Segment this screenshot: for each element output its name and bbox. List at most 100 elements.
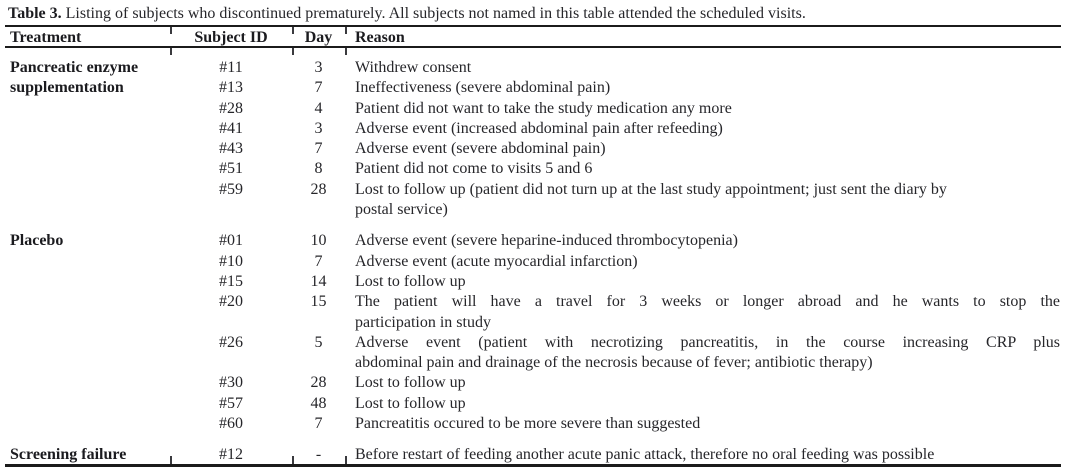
column-tick bbox=[345, 456, 347, 464]
table-row: #10 7 Adverse event (acute myocardial infa… bbox=[0, 252, 1061, 272]
day-cell: 14 bbox=[310, 272, 327, 290]
reason-cell: Patient did not come to visits 5 and 6 bbox=[345, 159, 1061, 179]
reason-cell: Lost to follow up bbox=[345, 272, 1061, 292]
table-row: #41 3 Adverse event (increased abdominal p… bbox=[0, 119, 1061, 139]
treatment-cell-spacer bbox=[0, 272, 170, 292]
day-cell: 28 bbox=[310, 180, 327, 198]
column-header-reason: Reason bbox=[355, 29, 405, 46]
reason-line: postal service) bbox=[355, 201, 448, 219]
day-cell: 8 bbox=[314, 160, 323, 178]
table-row: #26 5 Adverse event (patient with necrotiz… bbox=[0, 333, 1061, 374]
reason-line: Lost to follow up bbox=[355, 394, 466, 412]
reason-line: Patient did not want to take the study m… bbox=[355, 99, 732, 117]
table-row: #51 8 Patient did not come to visits 5 and… bbox=[0, 159, 1061, 179]
reason-cell: Lost to follow up bbox=[345, 394, 1061, 414]
subject-id-cell: #26 bbox=[219, 333, 243, 351]
column-tick bbox=[292, 48, 294, 55]
reason-cell: The patient will have a travel for 3 wee… bbox=[345, 292, 1061, 333]
subject-id-cell: #13 bbox=[219, 79, 243, 97]
day-cell: 7 bbox=[314, 252, 323, 270]
subject-id-cell: #10 bbox=[219, 252, 243, 270]
subject-id-cell: #59 bbox=[219, 180, 243, 198]
subject-id-cell: #28 bbox=[219, 99, 243, 117]
subject-id-cell: #51 bbox=[219, 160, 243, 178]
subject-id-cell: #20 bbox=[219, 293, 243, 311]
reason-cell: Adverse event (patient with necrotizing … bbox=[345, 333, 1061, 374]
table-row: #43 7 Adverse event (severe abdominal pain… bbox=[0, 139, 1061, 159]
reason-line: The patient will have a travel for 3 wee… bbox=[355, 293, 1060, 311]
column-header-day: Day bbox=[304, 29, 333, 46]
day-cell: - bbox=[315, 446, 322, 464]
column-tick bbox=[292, 27, 294, 34]
subject-id-cell: #41 bbox=[219, 119, 243, 137]
table-row: #59 28 Lost to follow up (patient did not … bbox=[0, 180, 1061, 221]
treatment-cell-spacer bbox=[0, 119, 170, 139]
reason-cell: Adverse event (increased abdominal pain … bbox=[345, 119, 1061, 139]
reason-cell: Adverse event (severe abdominal pain) bbox=[345, 139, 1061, 159]
reason-line: Pancreatitis occured to be more severe t… bbox=[355, 415, 701, 433]
column-tick bbox=[345, 48, 347, 55]
reason-cell: Before restart of feeding another acute … bbox=[345, 445, 1061, 465]
caption-rule bbox=[5, 25, 1061, 27]
reason-cell: Pancreatitis occured to be more severe t… bbox=[345, 414, 1061, 434]
reason-cell: Adverse event (acute myocardial infarcti… bbox=[345, 252, 1061, 272]
reason-line: Patient did not come to visits 5 and 6 bbox=[355, 160, 593, 178]
bottom-rule bbox=[5, 464, 1061, 467]
reason-cell: Adverse event (severe heparine-induced t… bbox=[345, 231, 1061, 251]
day-cell: 48 bbox=[310, 394, 327, 412]
treatment-cell-spacer bbox=[0, 414, 170, 434]
treatment-cell-spacer bbox=[0, 99, 170, 119]
reason-line: Adverse event (acute myocardial infarcti… bbox=[355, 252, 638, 270]
day-cell: 3 bbox=[314, 119, 323, 137]
subject-id-cell: #15 bbox=[219, 272, 243, 290]
table-row: #60 7 Pancreatitis occured to be more seve… bbox=[0, 414, 1061, 434]
treatment-cell-spacer bbox=[0, 333, 170, 374]
treatment-section: Screening failure #12 - Before restart of f… bbox=[0, 445, 1061, 465]
reason-line: Before restart of feeding another acute … bbox=[355, 446, 935, 464]
treatment-cell-spacer bbox=[0, 180, 170, 221]
table-row: #01 10 Adverse event (severe heparine-indu… bbox=[0, 231, 1061, 251]
table-row: #13 7 Ineffectiveness (severe abdominal pa… bbox=[0, 78, 1061, 98]
reason-cell: Lost to follow up bbox=[345, 373, 1061, 393]
day-cell: 15 bbox=[310, 293, 327, 311]
treatment-cell-spacer bbox=[0, 159, 170, 179]
column-tick bbox=[292, 456, 294, 464]
day-cell: 3 bbox=[314, 59, 323, 76]
table-caption-text: Listing of subjects who discontinued pre… bbox=[65, 5, 806, 22]
table-row: #12 - Before restart of feeding another ac… bbox=[0, 445, 1061, 465]
treatment-cell-spacer bbox=[0, 373, 170, 393]
day-cell: 7 bbox=[314, 79, 323, 97]
table-header-row: Treatment Subject ID Day Reason bbox=[0, 29, 1061, 47]
subject-id-cell: #60 bbox=[219, 415, 243, 433]
reason-line: Adverse event (increased abdominal pain … bbox=[355, 119, 723, 137]
table-body: Pancreatic enzyme supplementation #11 3 Wit… bbox=[0, 47, 1061, 466]
reason-line: participation in study bbox=[355, 313, 491, 331]
table-row: #15 14 Lost to follow up bbox=[0, 272, 1061, 292]
treatment-cell-spacer bbox=[0, 394, 170, 414]
day-cell: 4 bbox=[314, 99, 323, 117]
day-cell: 7 bbox=[314, 415, 323, 433]
reason-line: Adverse event (severe abdominal pain) bbox=[355, 140, 606, 158]
reason-line: Lost to follow up bbox=[355, 374, 466, 392]
reason-line: Lost to follow up bbox=[355, 272, 466, 290]
subject-id-cell: #57 bbox=[219, 394, 243, 412]
treatment-label: Screening failure bbox=[10, 446, 127, 464]
subject-id-cell: #11 bbox=[219, 59, 243, 76]
reason-line: Ineffectiveness (severe abdominal pain) bbox=[355, 79, 611, 97]
subject-id-cell: #43 bbox=[219, 140, 243, 158]
reason-line: Adverse event (severe heparine-induced t… bbox=[355, 232, 738, 250]
table-row: #30 28 Lost to follow up bbox=[0, 373, 1061, 393]
table-caption-label: Table 3. bbox=[8, 5, 62, 22]
subject-id-cell: #30 bbox=[219, 374, 243, 392]
treatment-label: Placebo bbox=[10, 232, 64, 250]
treatment-section: Placebo #01 10 Adverse event (severe hepari… bbox=[0, 231, 1061, 434]
day-cell: 7 bbox=[314, 140, 323, 158]
reason-line: Lost to follow up (patient did not turn … bbox=[355, 180, 947, 198]
table-row: #20 15 The patient will have a travel for … bbox=[0, 292, 1061, 333]
table-row: #11 3 Withdrew consent bbox=[0, 58, 1061, 78]
header-rule bbox=[5, 46, 1061, 48]
treatment-cell-spacer bbox=[0, 252, 170, 272]
treatment-section: Pancreatic enzyme supplementation #11 3 Wit… bbox=[0, 58, 1061, 220]
reason-cell: Patient did not want to take the study m… bbox=[345, 99, 1061, 119]
